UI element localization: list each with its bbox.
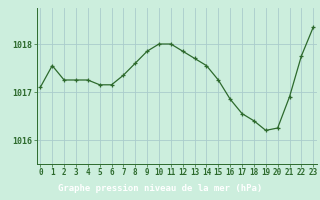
Text: Graphe pression niveau de la mer (hPa): Graphe pression niveau de la mer (hPa) <box>58 184 262 193</box>
